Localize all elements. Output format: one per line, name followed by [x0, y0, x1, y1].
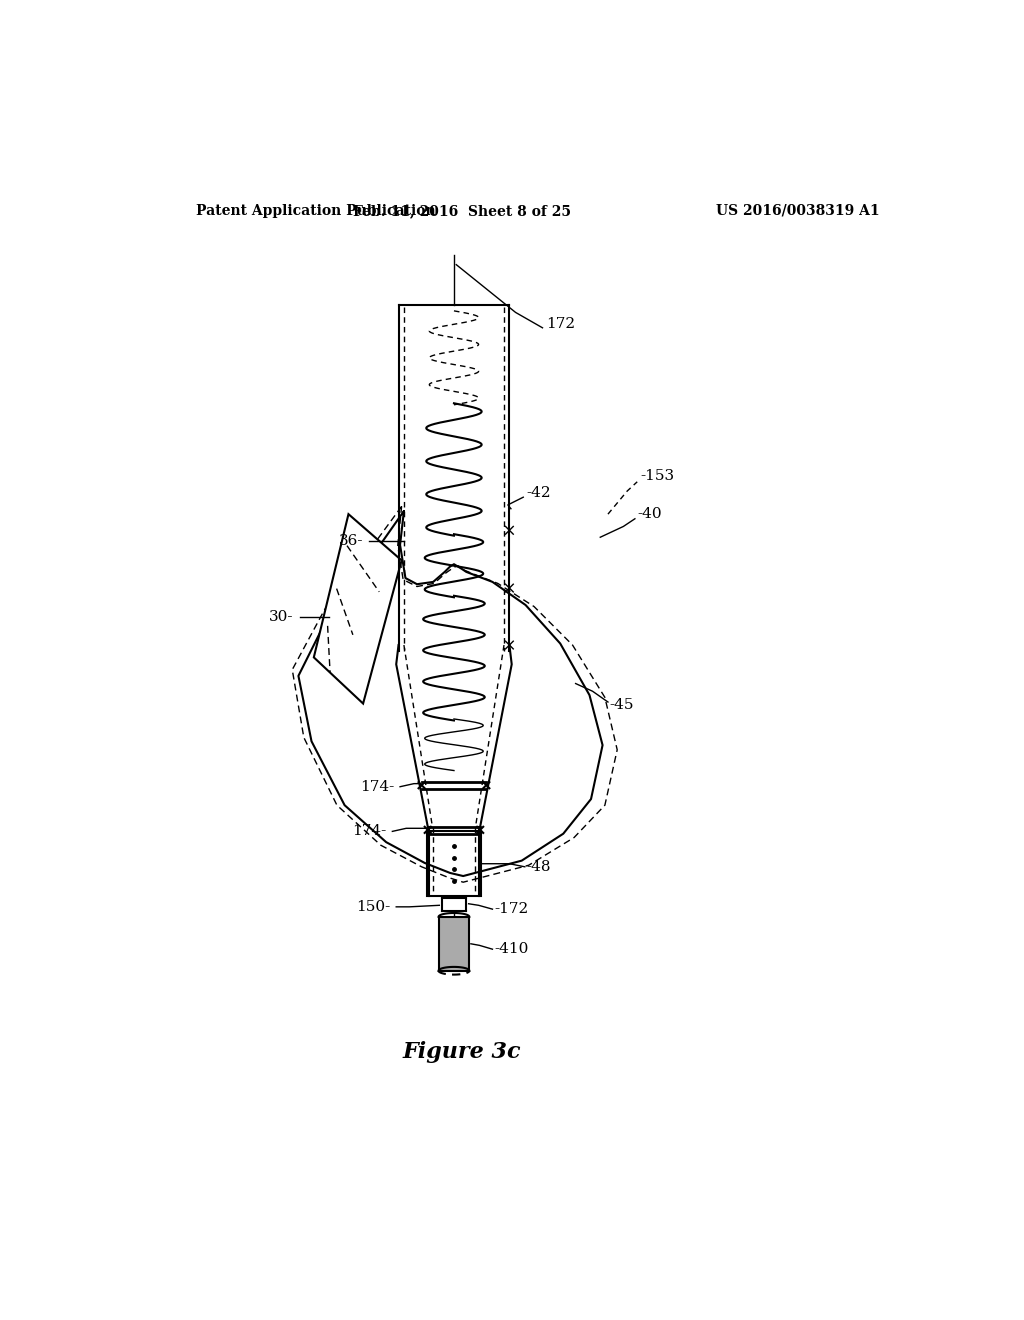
Text: Feb. 11, 2016  Sheet 8 of 25: Feb. 11, 2016 Sheet 8 of 25: [352, 203, 570, 218]
Text: 174-: 174-: [352, 825, 386, 838]
Bar: [438, 917, 469, 970]
Text: -40: -40: [637, 507, 662, 521]
Text: Patent Application Publication: Patent Application Publication: [196, 203, 435, 218]
Text: 30-: 30-: [269, 610, 294, 623]
Text: -45: -45: [609, 698, 634, 711]
Text: -42: -42: [526, 486, 551, 500]
Text: -48: -48: [526, 859, 551, 874]
Polygon shape: [313, 515, 401, 704]
Text: Figure 3c: Figure 3c: [402, 1040, 521, 1063]
Text: 150-: 150-: [356, 900, 391, 913]
Bar: [427, 830, 481, 896]
Text: 174-: 174-: [359, 780, 394, 793]
Text: US 2016/0038319 A1: US 2016/0038319 A1: [716, 203, 880, 218]
Text: 172: 172: [547, 317, 575, 331]
Text: -153: -153: [640, 469, 675, 483]
Text: 36-: 36-: [339, 535, 364, 548]
Text: -410: -410: [494, 942, 528, 956]
Text: -172: -172: [494, 902, 528, 916]
